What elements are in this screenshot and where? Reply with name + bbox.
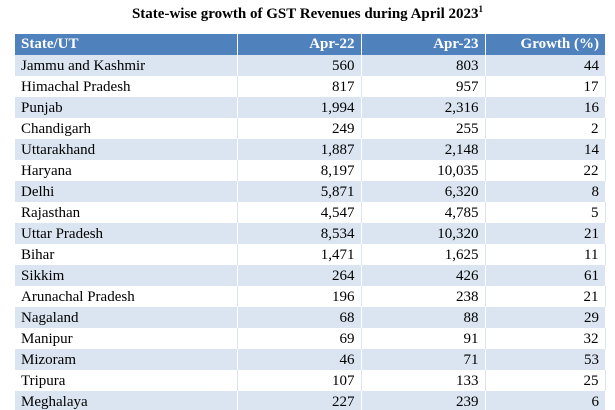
table-row: Bihar 1,471 1,625 11 bbox=[15, 244, 606, 265]
cell-state: Punjab bbox=[15, 97, 238, 118]
cell-growth: 6 bbox=[591, 393, 600, 410]
cell-growth: 29 bbox=[584, 309, 599, 326]
cell-apr23: 4,785 bbox=[361, 202, 486, 223]
cell-apr22: 560 bbox=[237, 55, 362, 76]
cell-apr23: 803 bbox=[361, 55, 486, 76]
cell-growth: 25 bbox=[485, 370, 606, 391]
table-row: Haryana 8,197 10,035 22 bbox=[15, 160, 606, 181]
cell-state: Nagaland bbox=[15, 307, 238, 328]
cell-state: Meghalaya bbox=[15, 391, 238, 410]
column-header-apr23: Apr-23 bbox=[361, 34, 486, 55]
table-row: Uttar Pradesh 8,534 10,320 21 bbox=[15, 223, 605, 244]
table-row: Sikkim 264 426 61 bbox=[15, 265, 605, 286]
cell-apr23: 71 bbox=[361, 349, 486, 370]
cell-growth: 32 bbox=[485, 328, 606, 349]
cell-apr23: 426 bbox=[361, 265, 486, 286]
cell-growth: 5 bbox=[485, 202, 606, 223]
cell-apr22: 196 bbox=[237, 286, 362, 307]
table-row: Manipur 69 91 32 bbox=[15, 328, 606, 349]
cell-apr23: 1,625 bbox=[361, 244, 486, 265]
gst-revenue-table: State/UT Apr-22 Apr-23 Growth (%) Jammu … bbox=[15, 34, 606, 410]
cell-growth: 17 bbox=[485, 76, 606, 97]
table-row: Punjab 1,994 2,316 16 bbox=[15, 97, 605, 118]
cell-apr22: 8,197 bbox=[237, 160, 362, 181]
cell-apr22: 68 bbox=[237, 307, 362, 328]
cell-growth: 2 bbox=[485, 118, 606, 139]
cell-growth: 22 bbox=[485, 160, 606, 181]
cell-apr23: 10,035 bbox=[361, 160, 486, 181]
table-body: Jammu and Kashmir 560 803 44 Himachal Prades… bbox=[15, 55, 606, 410]
table-row: Tripura 107 133 25 bbox=[15, 370, 606, 391]
table-header: State/UT Apr-22 Apr-23 Growth (%) bbox=[15, 34, 605, 55]
cell-growth: 44 bbox=[584, 57, 599, 74]
cell-state: Rajasthan bbox=[15, 202, 238, 223]
cell-state: Delhi bbox=[15, 181, 238, 202]
cell-apr23: 10,320 bbox=[361, 223, 486, 244]
cell-apr23: 133 bbox=[361, 370, 486, 391]
cell-apr22: 4,547 bbox=[237, 202, 362, 223]
column-header-growth: Growth (%) bbox=[520, 36, 599, 52]
column-header-state: State/UT bbox=[15, 34, 238, 55]
cell-apr23: 6,320 bbox=[361, 181, 486, 202]
cell-apr22: 1,887 bbox=[237, 139, 362, 160]
cell-state: Tripura bbox=[15, 370, 238, 391]
page-title: State-wise growth of GST Revenues during… bbox=[0, 5, 615, 23]
cell-state: Mizoram bbox=[15, 349, 238, 370]
cell-growth: 53 bbox=[584, 351, 599, 368]
table-row: Rajasthan 4,547 4,785 5 bbox=[15, 202, 606, 223]
column-header-apr22: Apr-22 bbox=[237, 34, 362, 55]
table-row: Mizoram 46 71 53 bbox=[15, 349, 605, 370]
cell-apr23: 957 bbox=[361, 76, 486, 97]
cell-apr22: 107 bbox=[237, 370, 362, 391]
cell-state: Chandigarh bbox=[15, 118, 238, 139]
cell-state: Bihar bbox=[15, 244, 238, 265]
gst-revenue-table-container: State/UT Apr-22 Apr-23 Growth (%) Jammu … bbox=[15, 34, 606, 410]
cell-apr23: 88 bbox=[361, 307, 486, 328]
table-row: Himachal Pradesh 817 957 17 bbox=[15, 76, 606, 97]
cell-growth: 16 bbox=[584, 99, 599, 116]
cell-apr22: 8,534 bbox=[237, 223, 362, 244]
cell-apr23: 238 bbox=[361, 286, 486, 307]
cell-apr23: 2,148 bbox=[361, 139, 486, 160]
table-row: Uttarakhand 1,887 2,148 14 bbox=[15, 139, 605, 160]
cell-apr22: 1,994 bbox=[237, 97, 362, 118]
cell-growth: 21 bbox=[485, 286, 606, 307]
table-row: Chandigarh 249 255 2 bbox=[15, 118, 606, 139]
cell-apr23: 239 bbox=[361, 391, 486, 410]
cell-growth: 21 bbox=[584, 225, 599, 242]
cell-state: Uttar Pradesh bbox=[15, 223, 238, 244]
cell-apr22: 46 bbox=[237, 349, 362, 370]
cell-growth: 11 bbox=[485, 244, 606, 265]
cell-apr23: 2,316 bbox=[361, 97, 486, 118]
table-row: Jammu and Kashmir 560 803 44 bbox=[15, 55, 605, 76]
cell-apr22: 69 bbox=[237, 328, 362, 349]
table-row: Delhi 5,871 6,320 8 bbox=[15, 181, 605, 202]
cell-state: Manipur bbox=[15, 328, 238, 349]
cell-growth: 14 bbox=[584, 141, 599, 158]
title-footnote-marker: 1 bbox=[478, 4, 484, 14]
table-row: Nagaland 68 88 29 bbox=[15, 307, 605, 328]
cell-growth: 8 bbox=[591, 183, 600, 200]
cell-apr23: 255 bbox=[361, 118, 486, 139]
title-text: State-wise growth of GST Revenues during… bbox=[131, 6, 479, 22]
cell-state: Haryana bbox=[15, 160, 238, 181]
table-row: Meghalaya 227 239 6 bbox=[15, 391, 605, 410]
cell-apr23: 91 bbox=[361, 328, 486, 349]
cell-apr22: 5,871 bbox=[237, 181, 362, 202]
cell-state: Jammu and Kashmir bbox=[15, 55, 238, 76]
cell-state: Uttarakhand bbox=[15, 139, 238, 160]
cell-growth: 61 bbox=[584, 267, 599, 284]
cell-apr22: 227 bbox=[237, 391, 362, 410]
table-header-row: State/UT Apr-22 Apr-23 Growth (%) bbox=[15, 34, 605, 55]
cell-apr22: 264 bbox=[237, 265, 362, 286]
cell-state: Himachal Pradesh bbox=[15, 76, 238, 97]
cell-apr22: 1,471 bbox=[237, 244, 362, 265]
cell-apr22: 817 bbox=[237, 76, 362, 97]
table-row: Arunachal Pradesh 196 238 21 bbox=[15, 286, 606, 307]
cell-apr22: 249 bbox=[237, 118, 362, 139]
cell-state: Arunachal Pradesh bbox=[15, 286, 238, 307]
cell-state: Sikkim bbox=[15, 265, 238, 286]
